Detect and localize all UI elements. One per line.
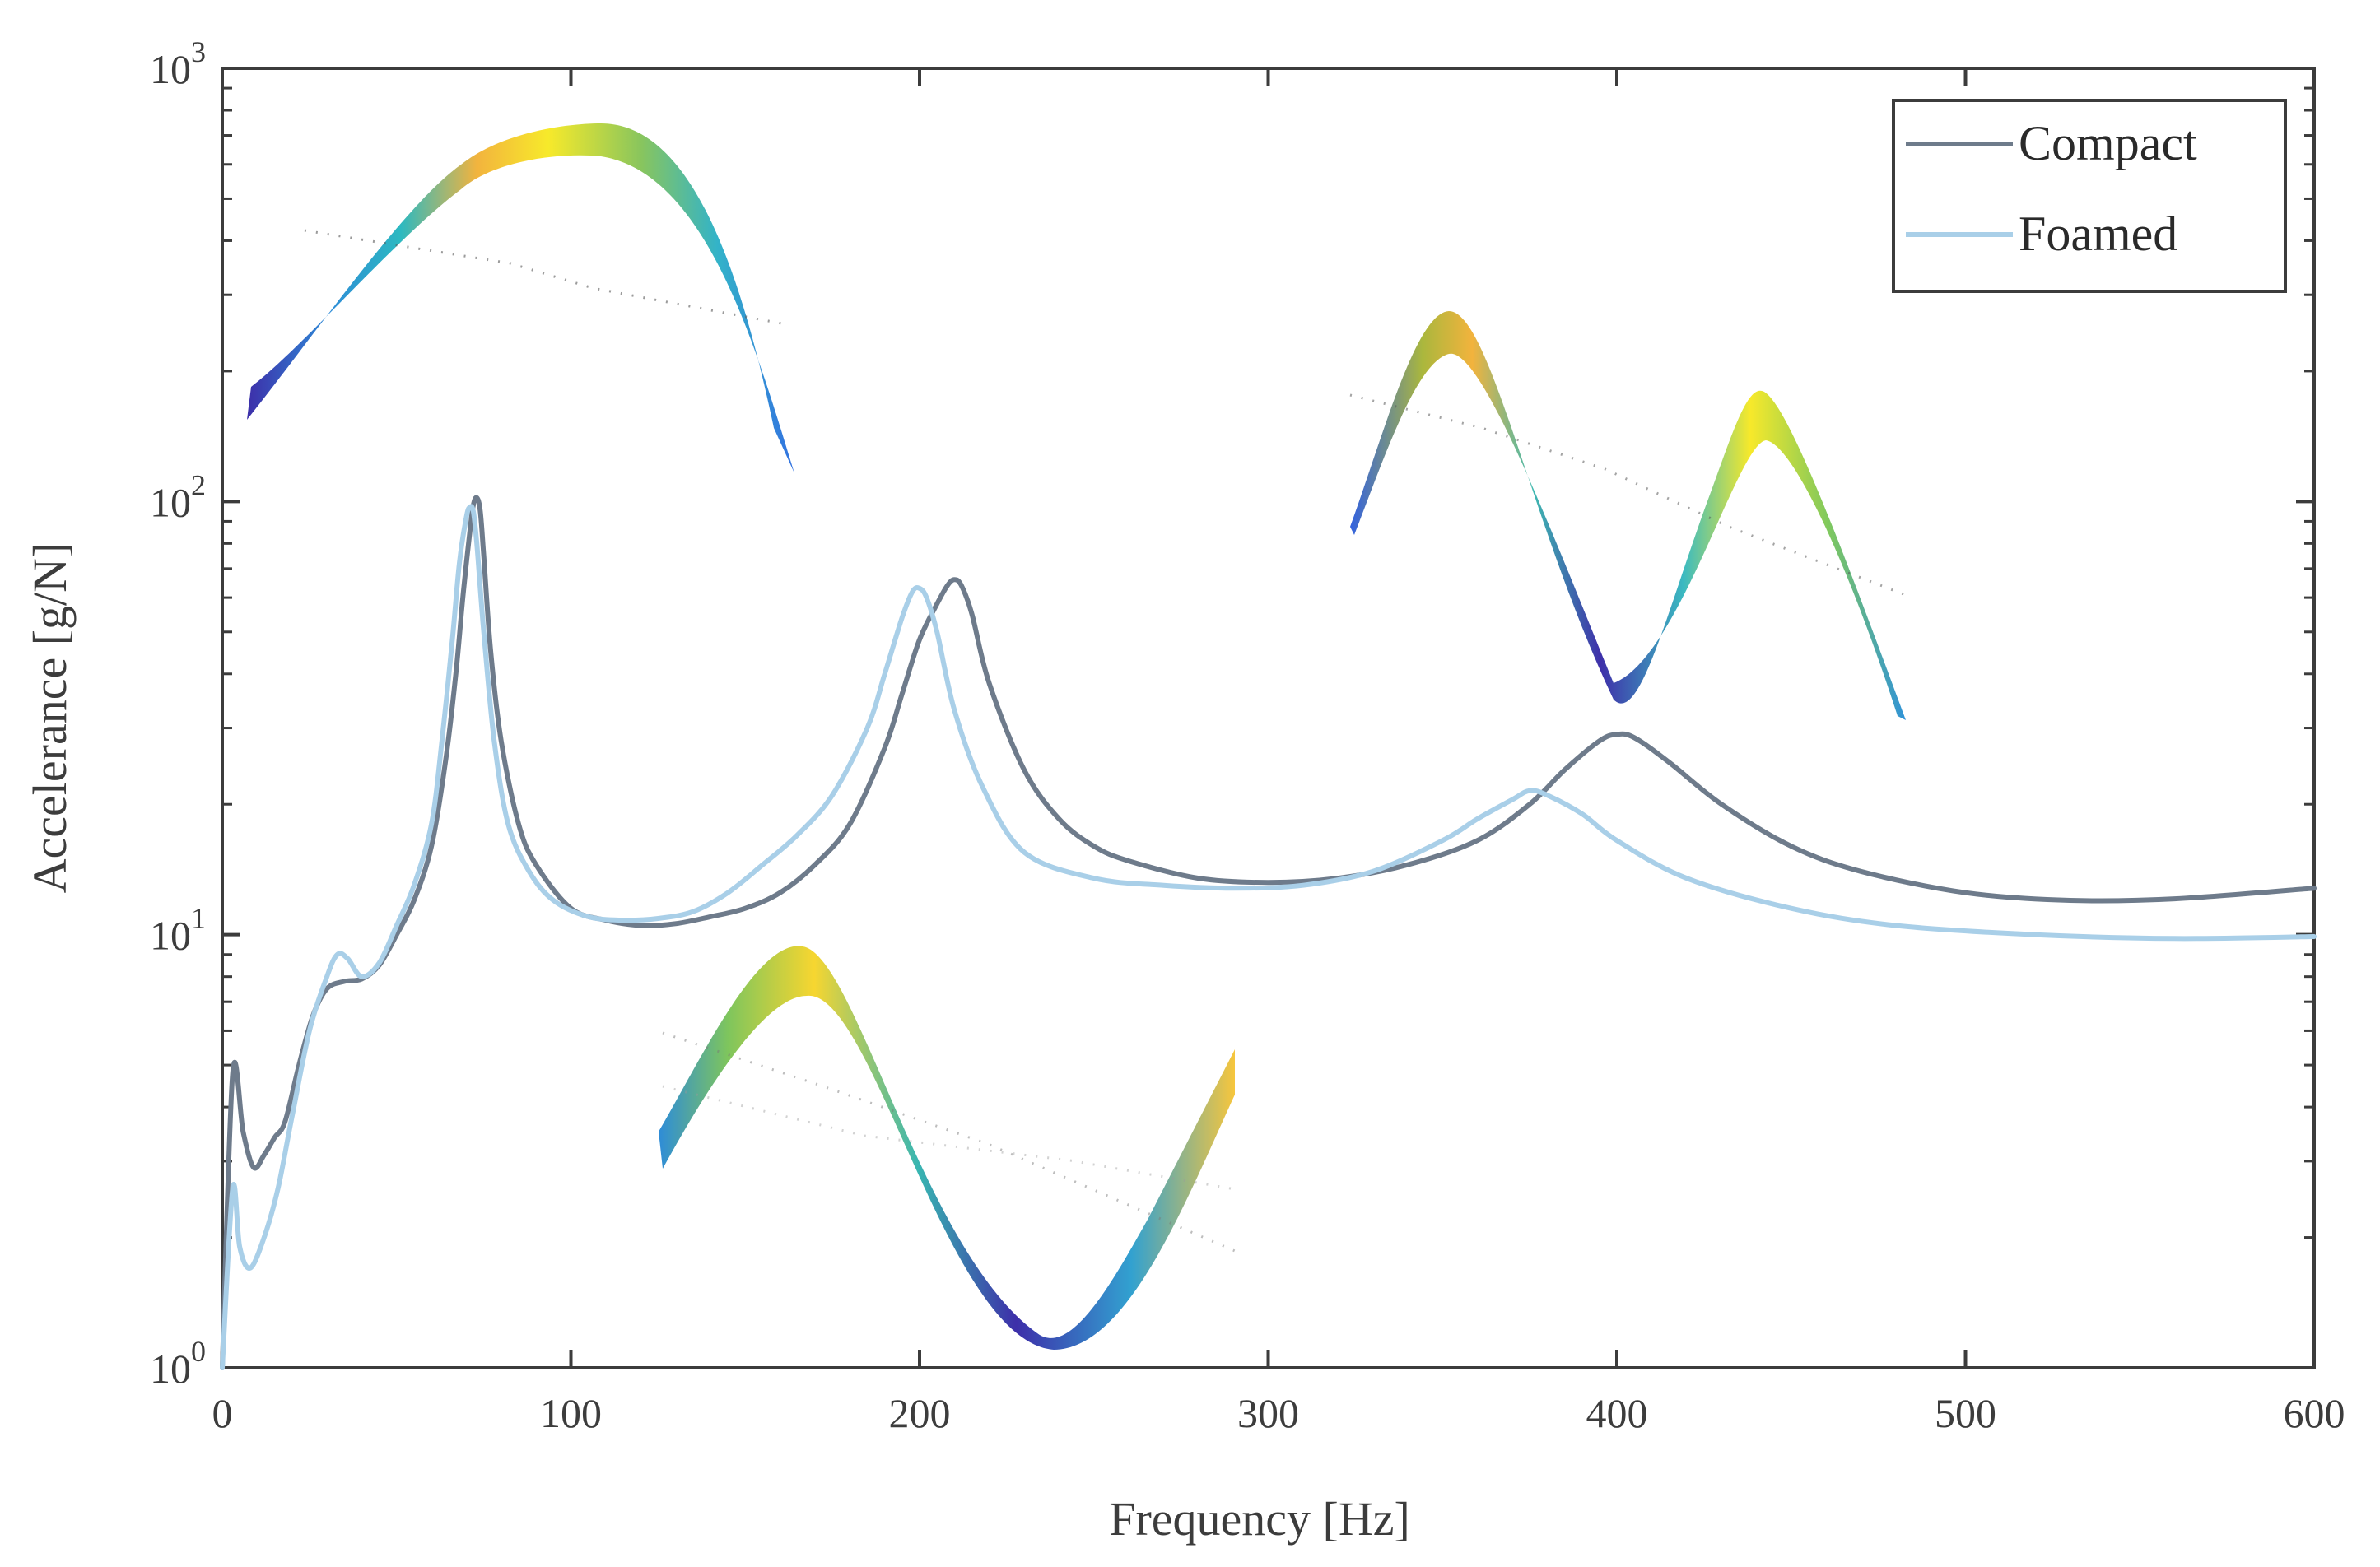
x-tick-label: 100	[540, 1390, 602, 1436]
mode-shape-inset-1	[247, 123, 794, 473]
y-tick-label: 100	[150, 1335, 206, 1392]
legend: Compact Foamed	[1892, 99, 2287, 293]
x-tick-label: 500	[1935, 1390, 1996, 1436]
series-line-foamed	[220, 504, 2317, 1370]
x-tick-label: 200	[889, 1390, 951, 1436]
mode-shape-inset-3	[1349, 311, 1911, 720]
y-tick-label: 103	[150, 35, 206, 92]
y-axis-label: Accelerance [g/N]	[23, 542, 77, 894]
x-tick-label: 600	[2284, 1390, 2345, 1436]
legend-label-foamed: Foamed	[2019, 207, 2177, 261]
legend-box	[1892, 99, 2287, 293]
x-tick-label: 300	[1237, 1390, 1299, 1436]
x-tick-label: 0	[212, 1390, 233, 1436]
x-tick-label: 400	[1586, 1390, 1648, 1436]
series-layer	[220, 495, 2317, 1370]
y-tick-label: 101	[150, 902, 206, 959]
mode-shape-inset-2	[659, 946, 1236, 1350]
legend-label-compact: Compact	[2019, 116, 2197, 170]
series-line-compact	[220, 495, 2317, 1370]
x-axis-ticks: 0 100 200 300 400 500 600	[212, 68, 2345, 1436]
y-tick-label: 102	[150, 468, 206, 525]
x-axis-label: Frequency [Hz]	[1109, 1492, 1410, 1546]
